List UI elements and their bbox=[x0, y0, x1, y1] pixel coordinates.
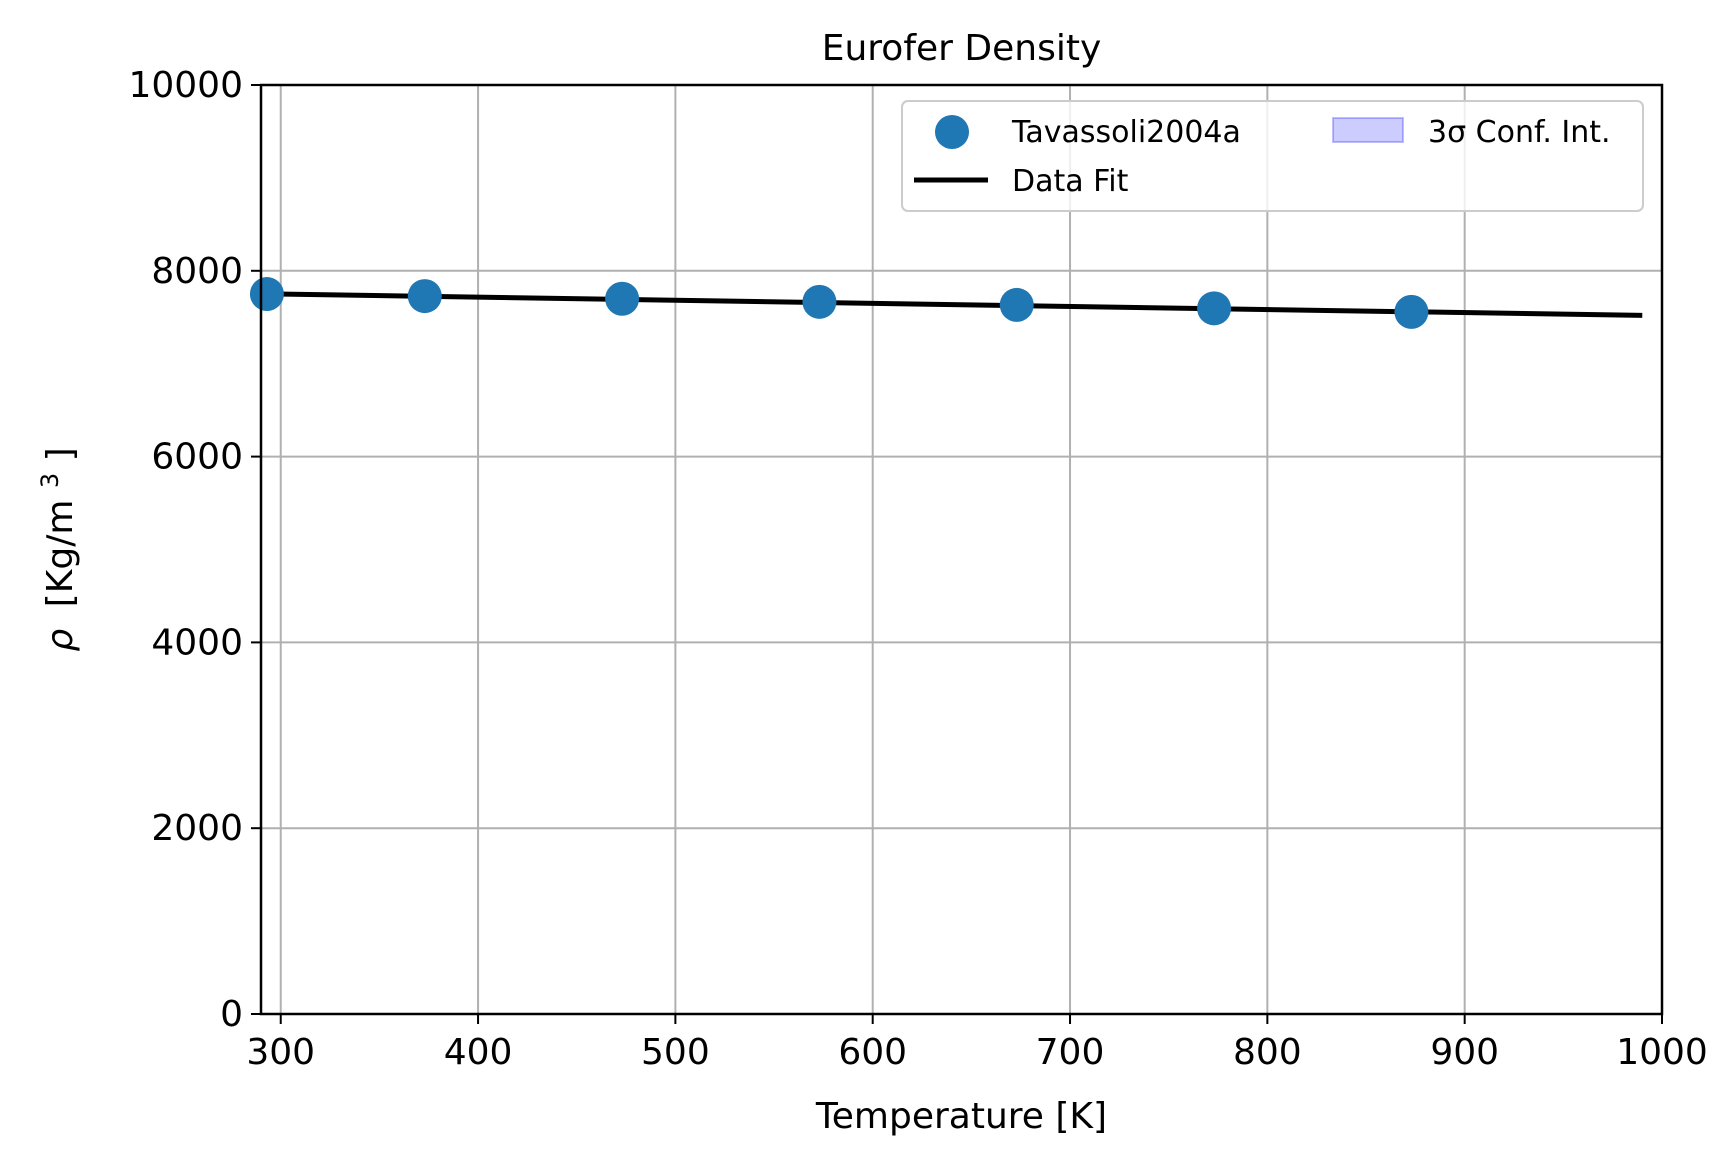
data-point bbox=[1394, 294, 1429, 329]
data-point bbox=[605, 281, 640, 316]
legend-label-scatter: Tavassoli2004a bbox=[1011, 115, 1241, 150]
x-axis-label: Temperature [K] bbox=[815, 1096, 1107, 1137]
legend: Tavassoli2004a Data Fit 3σ Conf. Int. bbox=[901, 100, 1644, 212]
data-point bbox=[999, 287, 1034, 322]
y-axis-label-unit-exponent: 3 bbox=[36, 473, 64, 488]
y-axis-label-unit-prefix: [Kg/m bbox=[40, 500, 81, 608]
x-tick-label: 700 bbox=[1036, 1032, 1105, 1073]
y-axis-label-unit-suffix: ] bbox=[40, 447, 81, 461]
y-axis-label-symbol: ρ bbox=[40, 629, 81, 652]
x-tick-label: 600 bbox=[838, 1032, 907, 1073]
y-tick-label: 6000 bbox=[151, 437, 243, 478]
data-point-layer bbox=[249, 277, 1429, 329]
y-tick-label: 4000 bbox=[151, 622, 243, 663]
x-tick-label: 900 bbox=[1430, 1032, 1499, 1073]
y-tick-label: 0 bbox=[220, 994, 243, 1035]
legend-label-conf-band: 3σ Conf. Int. bbox=[1428, 115, 1611, 150]
x-tick-label: 800 bbox=[1233, 1032, 1302, 1073]
data-point bbox=[1197, 291, 1232, 326]
legend-marker-scatter bbox=[935, 115, 969, 149]
y-tick-label: 8000 bbox=[151, 251, 243, 292]
y-tick-label: 2000 bbox=[151, 808, 243, 849]
x-tick-label: 1000 bbox=[1616, 1032, 1708, 1073]
legend-marker-conf-band bbox=[1332, 117, 1404, 143]
y-tick-label: 10000 bbox=[128, 65, 243, 106]
x-tick-label: 400 bbox=[444, 1032, 513, 1073]
y-axis-label: ρ [Kg/m 3 ] bbox=[26, 447, 81, 651]
x-tick-label: 500 bbox=[641, 1032, 710, 1073]
y-axis-ticks: 0 2000 4000 6000 8000 10000 bbox=[128, 65, 261, 1035]
x-tick-label: 300 bbox=[246, 1032, 315, 1073]
x-axis-ticks: 300 400 500 600 700 800 900 1000 bbox=[246, 1014, 1708, 1073]
chart-title: Eurofer Density bbox=[822, 28, 1102, 69]
legend-box bbox=[901, 100, 1644, 212]
plot-frame bbox=[259, 83, 1664, 1016]
data-point bbox=[249, 277, 284, 312]
data-point bbox=[407, 279, 442, 314]
data-point bbox=[802, 284, 837, 319]
legend-label-fit-line: Data Fit bbox=[1012, 164, 1129, 199]
